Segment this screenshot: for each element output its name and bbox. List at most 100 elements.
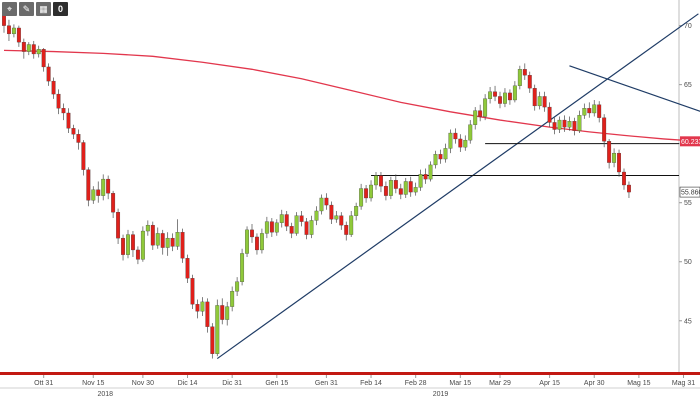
candle-body-down xyxy=(121,237,125,255)
candle-body-up xyxy=(225,306,230,320)
candle-body-down xyxy=(180,232,185,259)
candle-body-down xyxy=(438,154,443,160)
x-tick-label: Apr 15 xyxy=(539,380,560,387)
candle xyxy=(269,218,274,237)
trendline xyxy=(569,65,700,112)
candle-body-down xyxy=(498,96,502,104)
candle xyxy=(61,103,66,121)
candle-body-up xyxy=(274,222,279,233)
candle-body-down xyxy=(190,278,195,305)
year-label: 2019 xyxy=(433,391,449,398)
candle-body-up xyxy=(36,49,41,55)
candle-body-down xyxy=(289,226,294,234)
candle xyxy=(96,181,101,203)
year-label: 2018 xyxy=(97,391,113,398)
candle-body-down xyxy=(160,233,165,248)
candle xyxy=(592,99,597,117)
candle-body-down xyxy=(458,138,463,148)
candle-body-down xyxy=(150,224,155,246)
candle-body-down xyxy=(131,234,135,251)
candle xyxy=(408,176,413,197)
candle xyxy=(81,140,86,176)
x-tick-label: Nov 30 xyxy=(132,380,154,387)
candle-body-up xyxy=(200,301,205,312)
candle-body-up xyxy=(567,121,572,128)
pencil-icon[interactable]: ✎ xyxy=(19,2,34,16)
candle-body-up xyxy=(101,178,106,196)
zero-icon[interactable]: 0 xyxy=(53,2,68,16)
candle-body-up xyxy=(473,110,478,125)
candle xyxy=(507,89,512,105)
candle-body-down xyxy=(21,41,26,52)
x-axis: Ott 31 Nov 15 Nov 30 Dic 14 Dic 31 Gen 15 Gen … xyxy=(34,375,695,398)
candle xyxy=(527,71,532,93)
candle xyxy=(7,19,11,41)
x-tick-label: Mag 15 xyxy=(627,380,650,387)
candle-body-down xyxy=(453,132,458,140)
candles-layer xyxy=(2,4,631,359)
candle xyxy=(31,40,36,59)
candle xyxy=(418,169,423,191)
candle xyxy=(180,228,185,263)
candle-body-down xyxy=(522,69,527,76)
x-tick-label: Ott 31 xyxy=(34,380,53,387)
candle-body-up xyxy=(369,184,373,199)
candle-body-down xyxy=(552,122,557,130)
candle xyxy=(36,45,41,58)
candle xyxy=(388,176,393,200)
moving-average-line xyxy=(3,49,699,142)
price-labels-layer: 60.2338 55.8600 xyxy=(679,136,700,198)
candle-body-down xyxy=(31,44,36,55)
candle xyxy=(319,194,324,215)
candle xyxy=(299,210,304,227)
candle xyxy=(220,298,225,325)
candle-body-up xyxy=(240,253,245,282)
candle xyxy=(264,216,269,239)
candle xyxy=(582,103,587,119)
candle-body-down xyxy=(299,215,304,222)
candle xyxy=(86,167,91,207)
candle xyxy=(131,231,135,258)
y-tick-label: 70 xyxy=(684,23,692,30)
crosshair-icon[interactable]: ⌖ xyxy=(2,2,17,16)
candle xyxy=(428,161,433,182)
candle xyxy=(76,129,81,150)
candle xyxy=(185,254,190,283)
grid-icon[interactable]: ▦ xyxy=(36,2,51,16)
candle-body-down xyxy=(16,27,21,43)
candle-body-up xyxy=(503,92,507,104)
candle xyxy=(66,108,71,134)
candle xyxy=(364,185,369,203)
candle xyxy=(562,115,567,132)
candle-body-down xyxy=(210,326,215,354)
candle xyxy=(383,181,388,201)
moving-average-price-tag xyxy=(680,136,700,147)
candle xyxy=(423,168,428,184)
candle-body-up xyxy=(577,115,582,131)
candle-body-up xyxy=(468,124,473,141)
candle xyxy=(403,177,408,198)
candle xyxy=(349,210,354,237)
candle-body-up xyxy=(26,44,31,52)
candle xyxy=(607,138,612,169)
candle xyxy=(289,222,294,239)
candle-body-down xyxy=(324,197,329,206)
candle xyxy=(503,88,507,108)
candle-body-down xyxy=(364,188,369,199)
candle xyxy=(145,220,150,236)
candle-body-down xyxy=(493,91,497,97)
candle-body-down xyxy=(51,80,56,95)
candle-body-up xyxy=(11,27,16,35)
candle xyxy=(577,110,582,134)
candle-body-down xyxy=(170,237,175,247)
candle-body-down xyxy=(617,152,621,173)
trendline xyxy=(216,13,699,360)
candle xyxy=(517,65,522,90)
candle-body-down xyxy=(542,96,547,108)
candle xyxy=(334,210,339,223)
candle-body-down xyxy=(379,175,383,187)
candle xyxy=(210,323,215,359)
candle xyxy=(498,91,502,109)
candle-body-up xyxy=(145,224,150,232)
